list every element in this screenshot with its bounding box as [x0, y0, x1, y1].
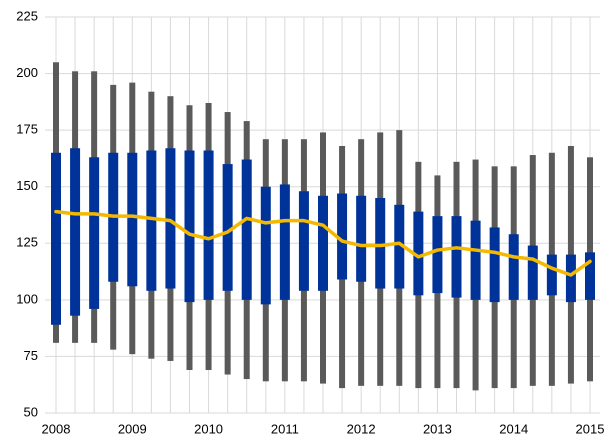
x-tick-label: 2014 [499, 421, 528, 436]
box [89, 157, 100, 309]
box [585, 252, 595, 300]
box [298, 191, 309, 291]
y-tick-label: 125 [16, 235, 38, 250]
box [165, 148, 176, 289]
box [260, 186, 271, 305]
y-tick-label: 225 [16, 8, 38, 23]
x-tick-label: 2012 [347, 421, 376, 436]
box [318, 195, 328, 291]
x-tick-label: 2008 [42, 421, 71, 436]
box [51, 152, 61, 325]
x-tick-label: 2009 [118, 421, 147, 436]
x-tick-label: 2015 [576, 421, 605, 436]
box [470, 220, 481, 300]
box [70, 148, 81, 316]
box [222, 164, 233, 291]
y-tick-label: 200 [16, 65, 38, 80]
box [241, 159, 252, 300]
y-tick-label: 150 [16, 178, 38, 193]
x-tick-label: 2011 [271, 421, 299, 436]
x-tick-label: 2013 [423, 421, 452, 436]
box [203, 150, 214, 300]
y-tick-label: 100 [16, 291, 38, 306]
box [508, 234, 519, 300]
box [489, 227, 500, 303]
box [337, 193, 348, 280]
y-tick-label: 50 [24, 404, 38, 419]
box [356, 195, 367, 282]
box [184, 150, 195, 303]
box [375, 198, 386, 289]
box [413, 211, 424, 296]
box [394, 204, 405, 289]
x-tick-label: 2010 [194, 421, 223, 436]
box [127, 152, 138, 287]
y-tick-label: 175 [16, 122, 38, 137]
box [527, 245, 538, 300]
box [451, 216, 462, 298]
y-tick-label: 75 [24, 348, 38, 363]
box [432, 216, 443, 294]
box [146, 150, 157, 291]
box [279, 184, 290, 300]
box [546, 254, 557, 296]
line [54, 209, 592, 277]
box [565, 254, 576, 303]
